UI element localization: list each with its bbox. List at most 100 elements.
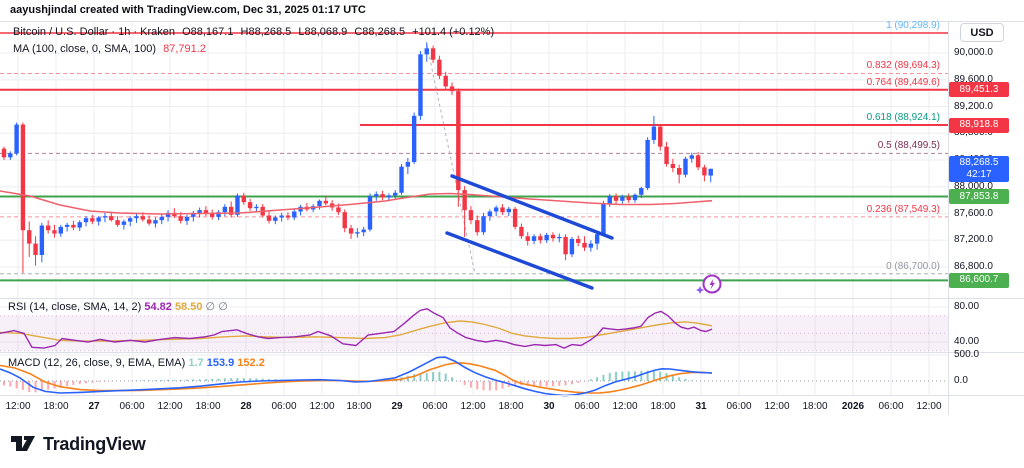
rsi-pane-separator[interactable]: [0, 298, 1024, 299]
fib-level-label: 1 (90,298.9): [886, 20, 940, 31]
candle: [620, 196, 625, 201]
candle: [639, 188, 644, 195]
candle: [651, 126, 657, 140]
time-tick-label[interactable]: 18:00: [802, 401, 828, 412]
price-tick-label[interactable]: 87,600.0: [954, 207, 993, 219]
price-tick-label[interactable]: 89,600.0: [954, 73, 993, 85]
candle: [367, 196, 373, 230]
candle: [197, 210, 202, 213]
axis-price-label: 89,451.3: [949, 82, 1009, 98]
axis-price-label-value: 88,268.5: [959, 156, 999, 168]
time-tick-label[interactable]: 06:00: [119, 401, 145, 412]
candle: [544, 234, 549, 241]
ohlc-open: O88,167.1: [182, 26, 234, 38]
time-tick-label[interactable]: 12:00: [460, 401, 486, 412]
axis-price-label: 87,853.8: [949, 189, 1009, 205]
fib-level-label: 0.832 (89,694.3): [866, 60, 940, 72]
candle: [430, 48, 436, 60]
candle: [342, 212, 347, 229]
flash-reaction-icon[interactable]: [692, 268, 730, 300]
time-axis-border: [0, 395, 1024, 396]
macd-line-value: 153.9: [206, 357, 235, 369]
time-tick-label[interactable]: 31: [695, 401, 707, 412]
candle: [557, 236, 562, 239]
candle: [266, 215, 272, 221]
chart-top-border: [0, 21, 1024, 22]
candle: [33, 243, 38, 255]
candle: [317, 200, 322, 207]
candle: [418, 54, 423, 116]
candle: [279, 215, 284, 218]
time-tick-label[interactable]: 28: [240, 401, 252, 412]
time-tick-label[interactable]: 12:00: [764, 401, 790, 412]
candle: [493, 207, 499, 212]
candle: [658, 126, 663, 147]
time-tick-label[interactable]: 18:00: [43, 401, 69, 412]
time-tick-label[interactable]: 06:00: [726, 401, 752, 412]
candle: [374, 194, 379, 197]
price-tick-label[interactable]: 89,200.0: [954, 100, 993, 112]
candle: [241, 195, 246, 203]
time-tick-label[interactable]: 12:00: [309, 401, 335, 412]
time-tick-label[interactable]: 18:00: [195, 401, 221, 412]
macd-hist-value: 1.7: [188, 357, 204, 369]
fib-level-label: 0.618 (88,924.1): [866, 111, 940, 123]
price-tick-label[interactable]: 90,000.0: [954, 47, 993, 58]
candle: [645, 139, 650, 189]
time-tick-label[interactable]: 18:00: [650, 401, 676, 412]
candle: [588, 243, 594, 248]
candle: [670, 164, 676, 169]
currency-unit-button[interactable]: USD: [960, 23, 1004, 42]
candle: [437, 59, 442, 76]
rsi-legend[interactable]: RSI (14, close, SMA, 14, 2) 54.82 58.50 …: [8, 300, 228, 313]
price-tick-label[interactable]: 87,200.0: [954, 234, 993, 246]
time-tick-label[interactable]: 12:00: [916, 401, 942, 412]
rsi-empty-2: ∅: [218, 301, 228, 313]
ma-legend[interactable]: MA (100, close, 0, SMA, 100) 87,791.2: [13, 43, 210, 55]
time-tick-label[interactable]: 2026: [841, 401, 865, 412]
time-tick-label[interactable]: 27: [88, 401, 100, 412]
ohlc-low: L88,068.9: [298, 26, 348, 38]
time-tick-label[interactable]: 18:00: [346, 401, 372, 412]
time-tick-label[interactable]: 12:00: [612, 401, 638, 412]
time-tick-label[interactable]: 06:00: [271, 401, 297, 412]
time-tick-label[interactable]: 30: [543, 401, 555, 412]
candle: [210, 213, 215, 217]
candle: [689, 155, 694, 159]
candle: [203, 210, 209, 214]
candle-countdown: 42:17: [966, 168, 992, 180]
rsi-label: RSI (14, close, SMA, 14, 2): [8, 301, 142, 313]
candle: [77, 222, 82, 228]
time-tick-label[interactable]: 29: [391, 401, 403, 412]
price-tick-label[interactable]: 86,800.0: [954, 261, 993, 272]
macd-legend[interactable]: MACD (12, 26, close, 9, EMA, EMA) 1.7 15…: [8, 357, 265, 369]
candle: [569, 238, 575, 255]
time-tick-label[interactable]: 06:00: [878, 401, 904, 412]
time-tick-label[interactable]: 06:00: [422, 401, 448, 412]
candle: [519, 226, 524, 237]
candle: [456, 91, 461, 191]
fib-level-label: 0.764 (89,449.6): [866, 76, 940, 88]
fib-level-label: 0.5 (88,499.5): [877, 140, 940, 152]
rsi-tick-label[interactable]: 80.00: [954, 301, 980, 312]
macd-pane-separator[interactable]: [0, 352, 1024, 353]
candle: [102, 216, 108, 218]
tradingview-logo-mark: [11, 436, 35, 451]
macd-tick-label[interactable]: 0.0: [954, 375, 968, 386]
candle: [159, 216, 164, 221]
macd-tick-label[interactable]: 500.0: [954, 349, 980, 360]
candle: [683, 158, 688, 175]
time-tick-label[interactable]: 06:00: [574, 401, 600, 412]
time-tick-label[interactable]: 18:00: [498, 401, 524, 412]
sparkle-icon: [696, 286, 704, 294]
price-tick-label[interactable]: 88,000.0: [954, 180, 993, 192]
time-tick-label[interactable]: 12:00: [5, 401, 31, 412]
candle: [191, 212, 196, 217]
candle: [594, 234, 600, 244]
symbol-legend[interactable]: Bitcoin / U.S. Dollar · 1h · Kraken O88,…: [13, 26, 498, 38]
candle: [475, 220, 480, 233]
rsi-tick-label[interactable]: 40.00: [954, 336, 980, 347]
time-tick-label[interactable]: 12:00: [157, 401, 183, 412]
